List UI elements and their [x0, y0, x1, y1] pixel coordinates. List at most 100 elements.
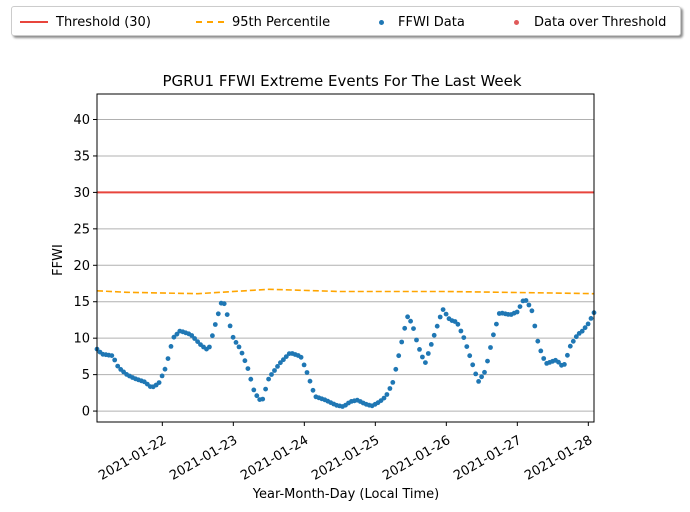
- ffwi-point: [248, 376, 254, 382]
- y-tick-label: 15: [73, 295, 90, 310]
- x-tick-label: 2021-01-24: [238, 433, 311, 484]
- ffwi-point: [517, 304, 523, 309]
- grid-lines: [97, 119, 594, 412]
- ffwi-point: [423, 360, 428, 365]
- ffwi-point: [301, 362, 307, 368]
- legend-item-ffwi: FFWI Data: [374, 7, 465, 37]
- ffwi-point: [109, 353, 115, 358]
- ffwi-point: [239, 350, 245, 356]
- ffwi-point: [207, 344, 212, 350]
- y-tick-label: 25: [73, 222, 90, 237]
- ffwi-point: [535, 338, 541, 344]
- percentile-dashed-line-icon: [196, 15, 224, 29]
- ffwi-point: [431, 332, 437, 338]
- x-tick-label: 2021-01-25: [309, 433, 382, 484]
- ffwi-point: [485, 358, 490, 364]
- ffwi-point: [212, 322, 218, 327]
- y-tick-label: 40: [73, 113, 90, 128]
- ffwi-point: [396, 353, 402, 359]
- ffwi-point: [532, 323, 538, 329]
- ffwi-point: [162, 366, 168, 372]
- ffwi-point: [384, 392, 390, 397]
- ffwi-point: [526, 302, 532, 308]
- legend-item-over-threshold: Data over Threshold: [508, 7, 666, 37]
- ffwi-point: [420, 354, 425, 360]
- legend: Threshold (30) 95th Percentile FFWI Data…: [11, 6, 681, 36]
- y-axis-label: FFWI: [51, 244, 66, 276]
- y-tick-label: 5: [82, 368, 90, 383]
- ffwi-point: [281, 357, 286, 363]
- ffwi-point: [251, 387, 257, 393]
- ffwi-point: [565, 352, 570, 358]
- ffwi-point: [115, 363, 121, 369]
- ffwi-point: [298, 354, 304, 360]
- ffwi-point: [523, 298, 529, 303]
- data-points: [94, 298, 597, 409]
- ffwi-point: [227, 323, 233, 329]
- ffwi-point: [263, 386, 268, 392]
- x-tick-label: 2021-01-28: [522, 433, 595, 484]
- ffwi-point: [192, 336, 198, 341]
- ffwi-point: [224, 312, 230, 317]
- x-tick-label: 2021-01-26: [380, 433, 453, 484]
- ffwi-point: [272, 368, 277, 373]
- legend-label-ffwi: FFWI Data: [398, 14, 465, 30]
- ffwi-point: [189, 333, 195, 338]
- ffwi-point: [425, 351, 431, 356]
- legend-label-over-threshold: Data over Threshold: [534, 14, 667, 30]
- ffwi-point: [491, 332, 496, 338]
- x-tick-label: 2021-01-22: [96, 433, 169, 484]
- ffwi-point: [470, 362, 476, 368]
- ffwi-point: [437, 314, 443, 320]
- ffwi-point: [399, 339, 405, 345]
- ffwi-point: [310, 387, 316, 393]
- ffwi-point: [588, 316, 594, 321]
- ffwi-point: [579, 328, 585, 334]
- legend-item-threshold: Threshold (30): [20, 7, 151, 37]
- ffwi-point: [381, 395, 387, 401]
- ffwi-point: [482, 369, 487, 375]
- ffwi-point: [236, 344, 242, 350]
- y-axis-ticks: 0 5 10 15 20 25 30 35 40: [73, 113, 97, 420]
- ffwi-point: [443, 311, 449, 317]
- chart-title: PGRU1 FFWI Extreme Events For The Last W…: [162, 72, 521, 90]
- x-tick-label: 2021-01-27: [451, 433, 524, 484]
- ffwi-point: [473, 371, 479, 377]
- ffwi-point: [233, 340, 239, 345]
- ffwi-point: [242, 358, 248, 364]
- ffwi-point: [304, 370, 310, 375]
- ffwi-point: [570, 338, 576, 344]
- ffwi-point: [494, 321, 499, 327]
- ffwi-point: [556, 359, 561, 365]
- ffwi-point: [195, 339, 201, 344]
- ffwi-point: [414, 337, 419, 343]
- ffwi-point: [245, 366, 251, 371]
- plot-frame: [96, 93, 595, 423]
- ffwi-point: [582, 325, 588, 331]
- ffwi-point: [461, 335, 467, 340]
- threshold-line-icon: [20, 15, 48, 29]
- x-axis-ticks: 2021-01-222021-01-232021-01-242021-01-25…: [96, 422, 595, 484]
- ffwi-point: [393, 366, 399, 372]
- ffwi-point: [405, 314, 410, 320]
- ffwi-point: [174, 331, 180, 337]
- ffwi-point: [266, 376, 271, 382]
- ffwi-point: [458, 328, 464, 334]
- legend-item-percentile: 95th Percentile: [196, 7, 330, 37]
- ffwi-point: [260, 396, 266, 402]
- ffwi-point: [541, 356, 547, 361]
- ffwi-point: [165, 356, 171, 361]
- over-threshold-dot-icon: [508, 15, 526, 29]
- ffwi-point: [210, 333, 215, 339]
- y-tick-label: 35: [73, 149, 90, 164]
- ffwi-point: [529, 308, 535, 314]
- ffwi-point: [269, 372, 274, 377]
- ffwi-point: [215, 311, 221, 317]
- ffwi-point: [230, 334, 236, 340]
- legend-label-percentile: 95th Percentile: [232, 14, 331, 30]
- ffwi-point: [455, 321, 461, 327]
- ffwi-point: [428, 342, 434, 347]
- ffwi-point: [467, 353, 473, 359]
- x-axis-label: Year-Month-Day (Local Time): [252, 487, 439, 502]
